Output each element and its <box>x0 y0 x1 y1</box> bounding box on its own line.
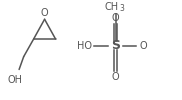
Text: OH: OH <box>8 75 23 85</box>
Text: HO: HO <box>77 41 92 51</box>
Text: O: O <box>112 13 119 23</box>
Text: O: O <box>112 72 119 82</box>
Text: O: O <box>41 8 48 18</box>
Text: S: S <box>111 39 120 52</box>
Text: 3: 3 <box>119 4 124 13</box>
Text: O: O <box>139 41 147 51</box>
Text: CH: CH <box>105 2 119 12</box>
